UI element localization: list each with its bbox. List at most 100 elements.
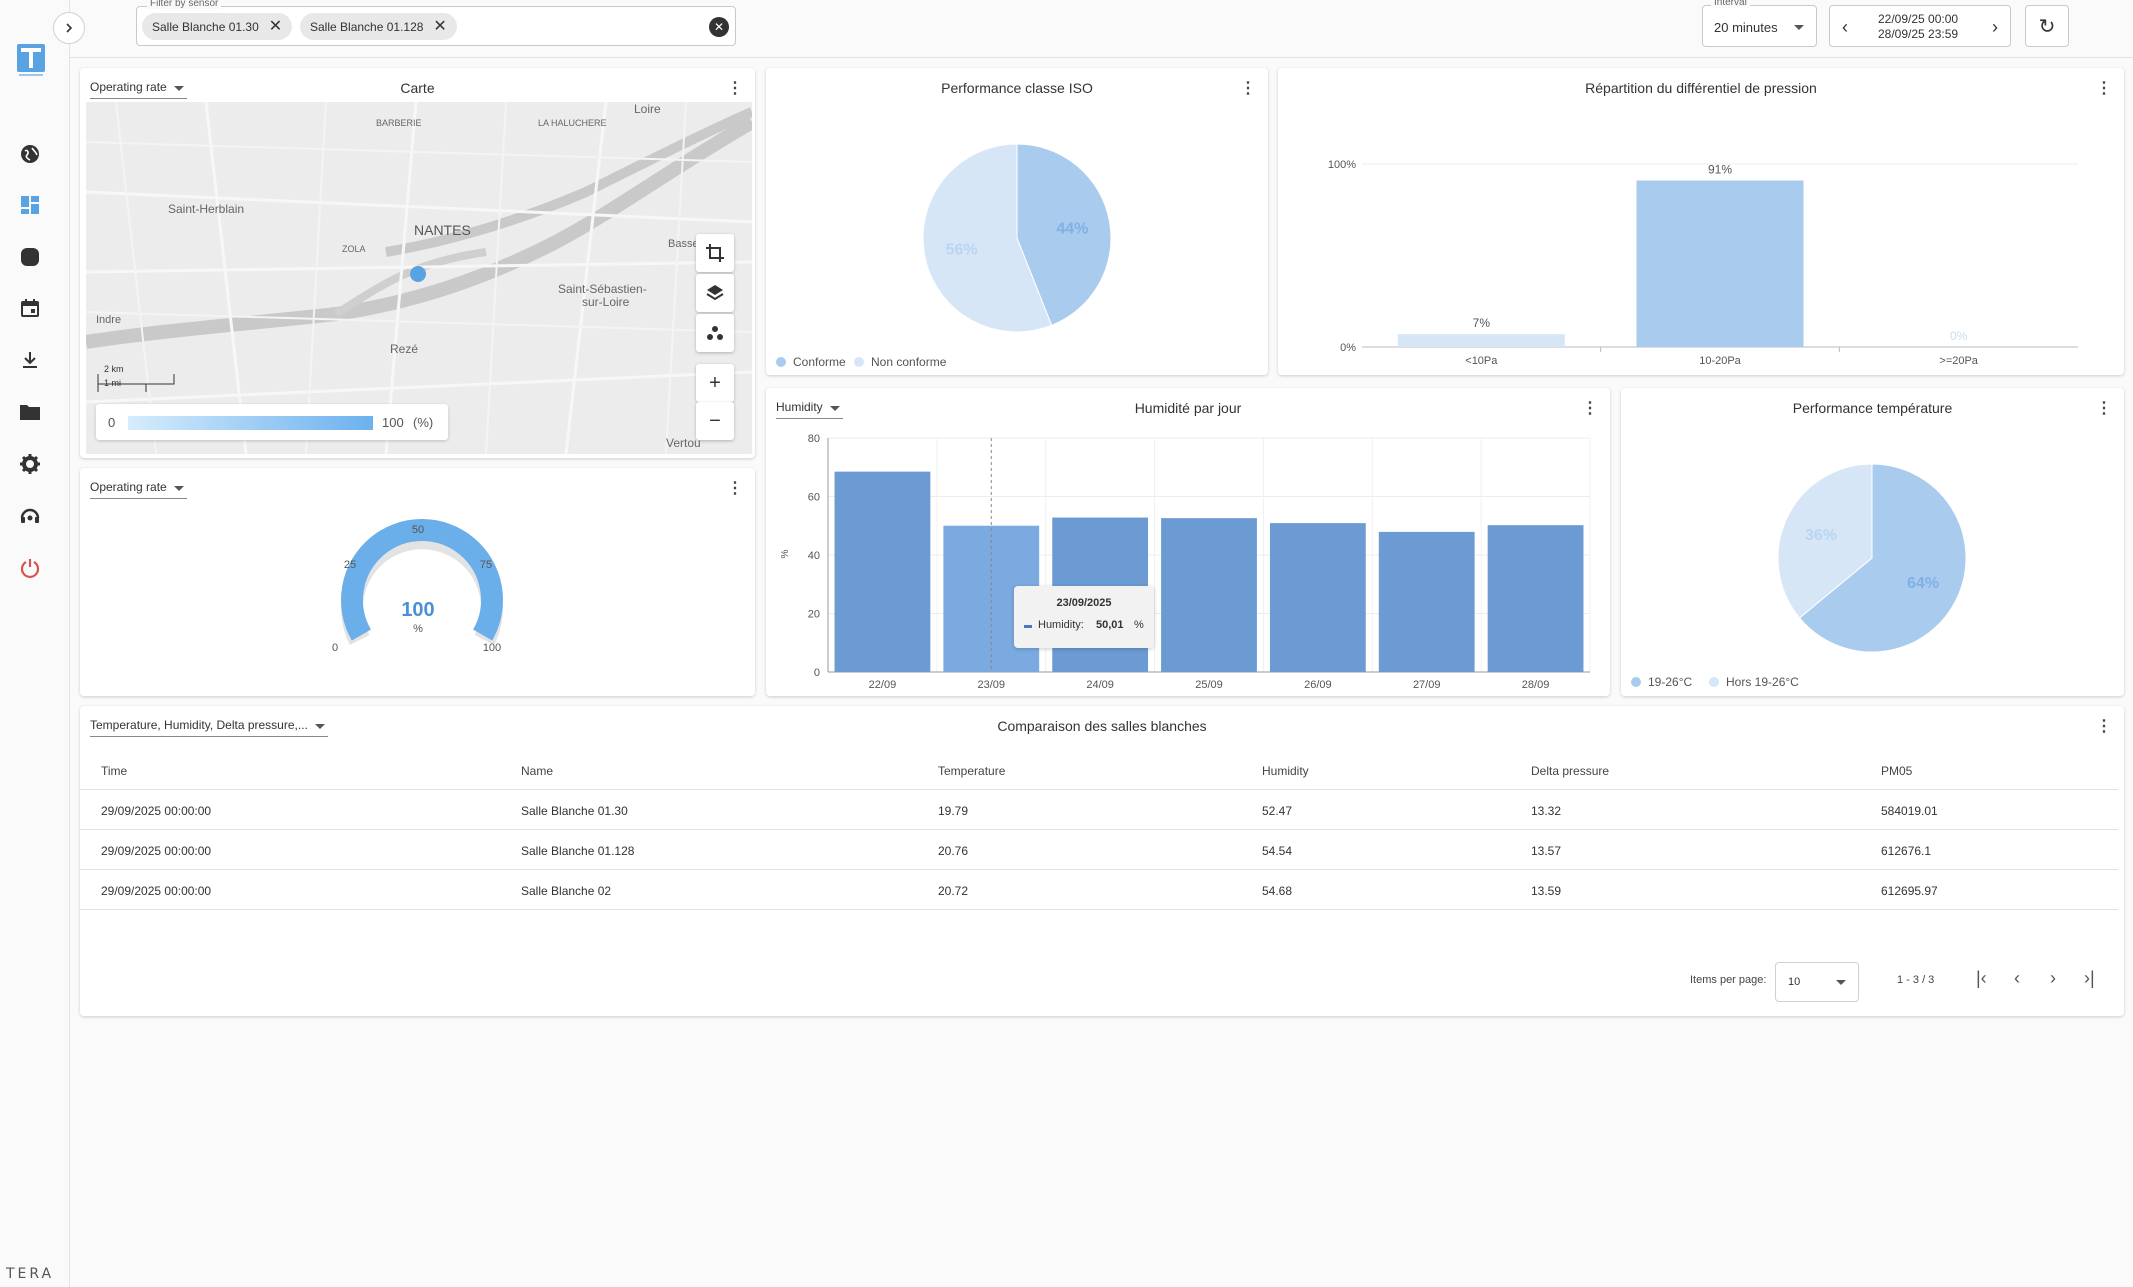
more-options-icon[interactable]: ⋮ [1582, 400, 1598, 417]
calendar-icon[interactable] [16, 294, 44, 322]
pie-slice-label: 44% [1056, 220, 1088, 237]
column-header[interactable]: Temperature [938, 764, 1006, 778]
column-header[interactable]: Name [521, 764, 554, 778]
table-cell: 13.59 [1531, 884, 1562, 898]
cluster-button[interactable] [696, 314, 734, 352]
sensor-filter[interactable]: Filter by sensor Salle Blanche 01.30 ✕ S… [136, 0, 736, 46]
more-options-icon[interactable]: ⋮ [1240, 80, 1256, 97]
more-options-icon[interactable]: ⋮ [2096, 400, 2112, 417]
tooltip-unit: % [1134, 619, 1144, 631]
sensor-icon[interactable] [16, 243, 44, 271]
table-cell: 612695.97 [1881, 884, 1938, 898]
gauge-tick-label: 75 [480, 559, 492, 571]
legend-gradient [128, 416, 373, 430]
end-date: 28/09/25 23:59 [1878, 27, 1959, 41]
map-place-label: Saint-Herblain [168, 202, 245, 216]
remove-chip-icon[interactable]: ✕ [433, 17, 447, 35]
table-row[interactable]: 29/09/2025 00:00:00 Salle Blanche 01.128… [80, 830, 2118, 870]
legend-item-out-of-range[interactable]: Hors 19-26°C [1709, 675, 1799, 689]
top-bar: Filter by sensor Salle Blanche 01.30 ✕ S… [70, 0, 2133, 58]
pressure-bar[interactable] [1397, 334, 1565, 347]
previous-period-button[interactable]: ‹ [1842, 17, 1848, 37]
tooltip-value: 50,01 [1096, 619, 1124, 631]
table-cell: 612676.1 [1881, 844, 1932, 858]
remove-chip-icon[interactable]: ✕ [268, 17, 283, 35]
gear-icon[interactable] [16, 450, 44, 478]
pie-slice[interactable] [1777, 463, 1873, 619]
tooltip-series: Humidity: [1038, 619, 1084, 631]
table-row[interactable]: 29/09/2025 00:00:00 Salle Blanche 01.30 … [80, 790, 2118, 830]
refresh-button[interactable]: ↻ [2025, 5, 2069, 47]
chart-tooltip: 23/09/2025 Humidity: 50,01 % [1014, 586, 1154, 648]
comparison-table-card: Temperature, Humidity, Delta pressure,..… [80, 706, 2124, 1016]
next-page-icon[interactable]: › [2050, 968, 2056, 988]
dashboard-icon[interactable] [16, 191, 44, 219]
zoom-in-button[interactable]: + [696, 364, 734, 402]
table-cell: 54.68 [1262, 884, 1293, 898]
globe-icon[interactable] [16, 140, 44, 168]
more-options-icon[interactable]: ⋮ [727, 80, 743, 97]
legend-item-non-conforme[interactable]: Non conforme [854, 355, 946, 369]
column-header[interactable]: Delta pressure [1531, 764, 1610, 778]
gauge-fill [341, 519, 503, 641]
legend-item-conforme[interactable]: Conforme [776, 355, 846, 369]
map-place-label: ZOLA [342, 244, 366, 254]
app-logo[interactable] [17, 44, 47, 78]
table-metric-select[interactable]: Temperature, Humidity, Delta pressure,..… [90, 715, 328, 737]
humidity-bar[interactable] [1378, 531, 1475, 672]
support-icon[interactable] [16, 502, 44, 530]
zoom-out-button[interactable]: − [696, 402, 734, 440]
clear-filter-icon[interactable]: ✕ [709, 17, 729, 37]
expand-sidebar-button[interactable] [53, 12, 85, 44]
first-page-icon[interactable]: |‹ [1976, 968, 1987, 988]
last-page-icon[interactable]: ›| [2084, 968, 2095, 988]
layers-button[interactable] [696, 274, 734, 312]
more-options-icon[interactable]: ⋮ [2096, 718, 2112, 735]
humidity-bar[interactable] [1487, 525, 1584, 672]
download-icon[interactable] [16, 346, 44, 374]
crop-button[interactable] [696, 234, 734, 272]
table-cell: 19.79 [938, 804, 969, 818]
humidity-metric-select[interactable]: Humidity [776, 397, 843, 419]
pie-slice[interactable] [1016, 143, 1112, 327]
table-row[interactable]: 29/09/2025 00:00:00 Salle Blanche 02 20.… [80, 870, 2118, 910]
date-range-values[interactable]: 22/09/25 00:00 28/09/25 23:59 [1878, 12, 1958, 42]
pie-slice[interactable] [1798, 463, 1967, 653]
items-per-page-select[interactable]: 10 [1775, 962, 1859, 1002]
legend-min: 0 [108, 415, 116, 430]
map-place-label: Basse [668, 238, 699, 250]
power-icon[interactable] [16, 554, 44, 582]
next-period-button[interactable]: › [1992, 17, 1998, 37]
pie-slice[interactable] [922, 143, 1053, 333]
pressure-bar[interactable] [1636, 180, 1804, 347]
x-tick-label: >=20Pa [1939, 355, 1978, 367]
humidity-bar[interactable] [1161, 518, 1257, 672]
interval-select[interactable]: Interval 20 minutes [1702, 0, 1817, 47]
map-place-label: Loire [634, 102, 661, 116]
interval-value: 20 minutes [1714, 20, 1778, 35]
humidity-bar[interactable] [1269, 523, 1366, 672]
map-metric-select[interactable]: Operating rate [90, 77, 187, 99]
y-tick-label: 0% [1340, 342, 1356, 354]
iso-card-title: Performance classe ISO [941, 80, 1093, 96]
map-place-label: LA HALUCHERE [538, 118, 607, 128]
column-header[interactable]: Time [101, 764, 128, 778]
interval-label: Interval [1711, 0, 1750, 8]
column-header[interactable]: Humidity [1262, 764, 1309, 778]
sensor-chip[interactable]: Salle Blanche 01.30 ✕ [142, 13, 293, 40]
column-header[interactable]: PM05 [1881, 764, 1913, 778]
legend-dot [776, 357, 786, 367]
previous-page-icon[interactable]: ‹ [2014, 968, 2020, 988]
legend-item-in-range[interactable]: 19-26°C [1631, 675, 1692, 689]
humidity-bar[interactable] [834, 471, 931, 672]
map-color-legend: 0 100 (%) [96, 404, 448, 440]
gauge-metric-select[interactable]: Operating rate [90, 477, 187, 499]
folder-icon[interactable] [16, 398, 44, 426]
map-place-label: NANTES [414, 222, 471, 238]
sensor-chip[interactable]: Salle Blanche 01.128 ✕ [300, 13, 457, 40]
map-view[interactable]: Loire BARBERIE LA HALUCHERE Saint-Herbla… [86, 102, 752, 454]
x-tick-label: 26/09 [1304, 679, 1332, 691]
more-options-icon[interactable]: ⋮ [2096, 80, 2112, 97]
more-options-icon[interactable]: ⋮ [727, 480, 743, 497]
minus-icon: − [709, 409, 721, 432]
